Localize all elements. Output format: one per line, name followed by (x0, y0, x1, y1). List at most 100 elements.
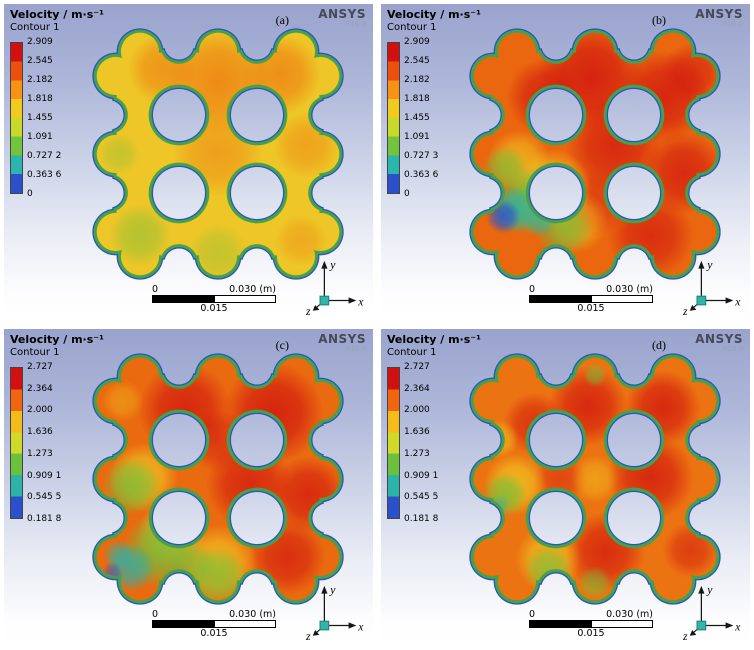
panel-b: Velocity / m·s⁻¹ Contour 1 (b) ANSYS R16… (381, 4, 750, 321)
y-axis-label: y (706, 259, 713, 272)
legend-tick: 2.364 (404, 383, 430, 394)
legend-tick: 1.455 (404, 113, 430, 123)
legend-tick-labels: 2.727 2.364 2.000 1.636 1.273 0.909 1 0.… (27, 362, 62, 524)
legend-colorbar (10, 42, 23, 194)
legend-tick: 0.181 8 (404, 513, 439, 524)
velocity-legend: 2.727 2.364 2.000 1.636 1.273 0.909 1 0.… (10, 363, 61, 523)
velocity-legend: 2.909 2.545 2.182 1.818 1.455 1.091 0.72… (10, 38, 62, 199)
scale-max-label: 0.030 (m) (606, 284, 653, 295)
axis-triad: y x z (305, 259, 364, 318)
legend-tick: 1.636 (27, 427, 53, 438)
z-axis-label: z (305, 305, 311, 318)
scale-mid-label: 0.015 (200, 628, 228, 639)
legend-tick: 2.909 (404, 37, 430, 47)
velocity-contour-field (88, 349, 348, 609)
legend-colorbar (387, 42, 400, 194)
legend-tick: 1.273 (404, 448, 430, 459)
legend-title: Velocity / m·s⁻¹ (387, 8, 481, 21)
scale-bar-filled-half (153, 621, 214, 627)
legend-title: Velocity / m·s⁻¹ (387, 333, 481, 346)
triad-origin-cube (319, 620, 330, 631)
ansys-logo: ANSYS R16.0 (318, 333, 366, 353)
legend-tick: 2.364 (27, 383, 53, 394)
axis-triad: y x z (682, 584, 741, 643)
axis-triad: y x z (305, 584, 364, 643)
legend-tick: 0.727 3 (404, 151, 439, 161)
y-axis-label: y (329, 584, 336, 597)
ansys-logo-version: R16.0 (722, 345, 743, 353)
scale-max-label: 0.030 (m) (229, 609, 276, 620)
scale-bar-ruler (152, 295, 276, 303)
legend-tick-labels: 2.727 2.364 2.000 1.636 1.273 0.909 1 0.… (404, 362, 439, 524)
velocity-contour-field (465, 349, 725, 609)
scale-max-label: 0.030 (m) (606, 609, 653, 620)
scale-mid-label: 0.015 (200, 303, 228, 314)
scale-min-label: 0 (529, 609, 536, 620)
scale-bar-ruler (529, 295, 653, 303)
legend-tick: 1.818 (404, 94, 430, 104)
legend-tick: 2.000 (404, 405, 430, 416)
axis-triad: y x z (682, 259, 741, 318)
legend-tick: 2.727 (27, 362, 53, 372)
legend-tick: 0.363 6 (27, 170, 62, 180)
legend-tick: 1.455 (27, 113, 53, 123)
legend-tick: 1.818 (27, 94, 53, 104)
legend-tick: 0.727 2 (27, 151, 62, 161)
legend-colorbar (10, 367, 23, 519)
legend-colorbar (387, 367, 400, 519)
legend-tick: 0.181 8 (27, 513, 62, 524)
scale-bar-filled-half (153, 296, 214, 302)
scale-bar: 0 0.030 (m) 0.015 (529, 284, 653, 314)
ansys-logo-text: ANSYS (695, 7, 743, 21)
ansys-logo: ANSYS R16.0 (695, 333, 743, 353)
x-axis-label: x (357, 620, 364, 633)
scale-max-label: 0.030 (m) (229, 284, 276, 295)
panel-a: Velocity / m·s⁻¹ Contour 1 (a) ANSYS R16… (4, 4, 373, 321)
legend-tick: 2.727 (404, 362, 430, 372)
velocity-legend: 2.727 2.364 2.000 1.636 1.273 0.909 1 0.… (387, 363, 438, 523)
z-axis-label: z (682, 630, 688, 643)
scale-bar-empty-half (591, 621, 652, 627)
legend-tick: 2.182 (404, 75, 430, 85)
legend-tick: 0 (27, 189, 33, 199)
ansys-logo: ANSYS R16.0 (318, 8, 366, 28)
legend-tick: 2.000 (27, 405, 53, 416)
scale-bar-empty-half (214, 621, 275, 627)
ansys-logo-text: ANSYS (318, 7, 366, 21)
y-axis-label: y (329, 259, 336, 272)
scale-bar: 0 0.030 (m) 0.015 (529, 609, 653, 639)
scale-min-label: 0 (152, 284, 159, 295)
contour-label: Contour 1 (10, 22, 60, 33)
legend-tick: 1.636 (404, 427, 430, 438)
triad-origin-cube (319, 295, 330, 306)
scale-bar-empty-half (591, 296, 652, 302)
legend-tick: 0 (404, 189, 410, 199)
contour-label: Contour 1 (387, 347, 437, 358)
x-axis-label: x (734, 620, 741, 633)
scale-bar-filled-half (530, 296, 591, 302)
legend-tick: 2.182 (27, 75, 53, 85)
legend-tick: 0.909 1 (404, 470, 439, 481)
velocity-legend: 2.909 2.545 2.182 1.818 1.455 1.091 0.72… (387, 38, 438, 199)
contour-label: Contour 1 (10, 347, 60, 358)
scale-bar: 0 0.030 (m) 0.015 (152, 284, 276, 314)
ansys-logo-version: R16.0 (345, 20, 366, 28)
panel-c: Velocity / m·s⁻¹ Contour 1 (c) ANSYS R16… (4, 329, 373, 646)
y-axis-label: y (706, 584, 713, 597)
legend-tick: 2.545 (404, 56, 430, 66)
z-axis-label: z (682, 305, 688, 318)
z-axis-label: z (305, 630, 311, 643)
legend-tick: 0.909 1 (27, 470, 62, 481)
velocity-contour-field (88, 24, 348, 284)
ansys-logo-text: ANSYS (318, 332, 366, 346)
contour-label: Contour 1 (387, 22, 437, 33)
panel-d: Velocity / m·s⁻¹ Contour 1 (d) ANSYS R16… (381, 329, 750, 646)
scale-bar: 0 0.030 (m) 0.015 (152, 609, 276, 639)
legend-tick: 1.091 (404, 132, 430, 142)
legend-tick-labels: 2.909 2.545 2.182 1.818 1.455 1.091 0.72… (404, 37, 439, 199)
ansys-logo-version: R16.0 (345, 345, 366, 353)
x-axis-label: x (734, 295, 741, 308)
legend-title: Velocity / m·s⁻¹ (10, 333, 104, 346)
ansys-logo-version: R16.0 (722, 20, 743, 28)
